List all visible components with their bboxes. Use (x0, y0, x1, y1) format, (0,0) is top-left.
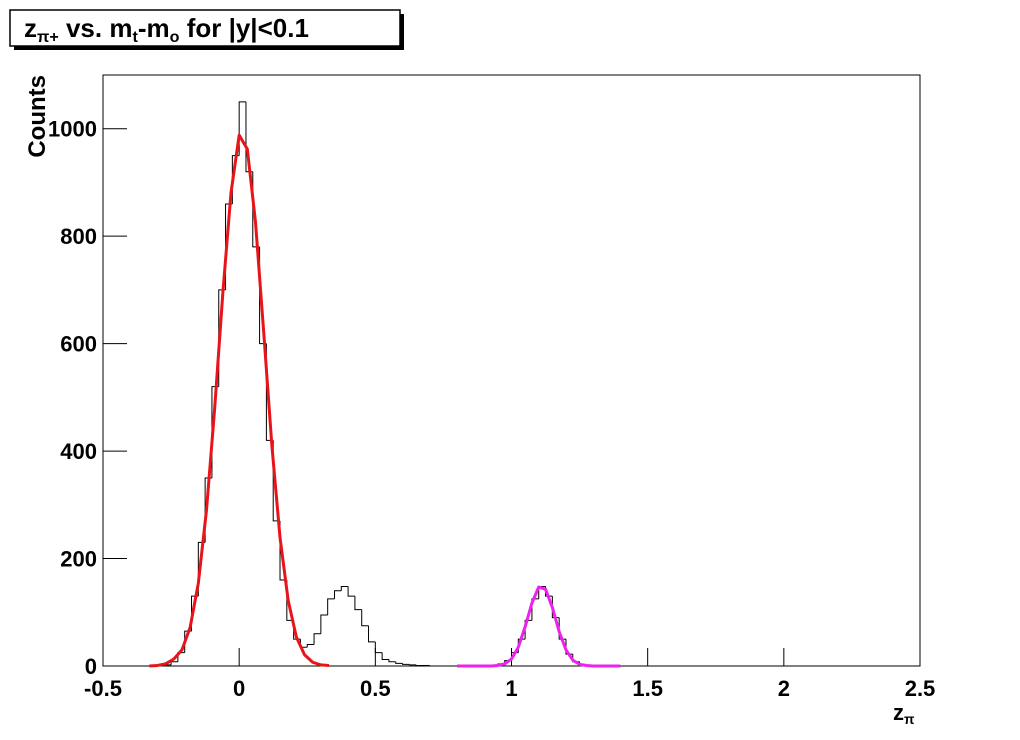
subscript: o (170, 28, 180, 46)
y-tick-label: 0 (85, 654, 97, 679)
histogram-bin (381, 652, 389, 661)
histogram-bin (558, 617, 566, 640)
title-box (9, 9, 401, 47)
histogram-bin (524, 619, 532, 640)
fit-curve (149, 133, 330, 668)
chart-title: zπ+ vs. mt-mo for |y|<0.1 (24, 13, 309, 46)
text-part: vs. m (59, 13, 133, 43)
y-tick-label: 200 (60, 547, 97, 572)
x-tick-label: 0 (233, 676, 245, 701)
text-part: for |y|<0.1 (179, 13, 308, 43)
y-tick-label: 1000 (48, 117, 97, 142)
y-tick-label: 800 (60, 224, 97, 249)
text-part: z (24, 13, 37, 43)
x-tick-label: 2 (778, 676, 790, 701)
subscript: π+ (37, 28, 59, 46)
x-axis-label: zπ (893, 700, 915, 727)
histogram-bin (320, 614, 328, 634)
subscript: t (132, 28, 138, 46)
histogram-bin (395, 661, 403, 664)
x-tick-label: -0.5 (84, 676, 122, 701)
histogram-bin (333, 590, 342, 599)
text-part: -m (138, 13, 170, 43)
histogram-bin (340, 585, 349, 591)
histogram-bin (531, 598, 539, 621)
x-tick-label: 2.5 (905, 676, 936, 701)
histogram-bin (361, 609, 369, 627)
x-tick-label: 1 (505, 676, 517, 701)
histogram-bin (429, 665, 437, 667)
subscript: π (904, 712, 915, 727)
y-tick-label: 400 (60, 439, 97, 464)
x-tick-label: 1.5 (632, 676, 663, 701)
histogram-bin (368, 625, 376, 643)
y-tick-label: 600 (60, 332, 97, 357)
histogram-bin (388, 659, 396, 663)
histogram-bin (313, 633, 321, 645)
y-axis-label: Counts (24, 75, 51, 158)
histogram-bin (374, 641, 383, 654)
histogram-bin (415, 664, 423, 666)
histogram-bin (327, 598, 335, 615)
histogram-bin (347, 586, 355, 597)
histogram-bin (408, 664, 417, 666)
histogram-bin (354, 596, 362, 611)
text-part: z (893, 700, 904, 725)
histogram-bin (402, 663, 410, 665)
fit-curve (457, 585, 621, 668)
histogram-bin (306, 644, 315, 648)
x-tick-label: 0.5 (360, 676, 391, 701)
